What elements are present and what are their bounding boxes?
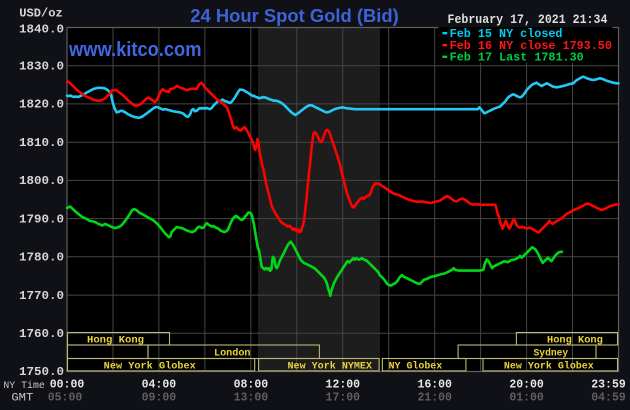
svg-text:Feb 15 NY closed: Feb 15 NY closed	[450, 28, 563, 41]
svg-text:1790.0: 1790.0	[19, 213, 64, 226]
svg-text:23:59: 23:59	[591, 378, 626, 391]
svg-text:London: London	[214, 347, 251, 359]
svg-text:New York Globex: New York Globex	[504, 360, 594, 372]
svg-text:1750.0: 1750.0	[19, 366, 64, 379]
svg-text:www.kitco.com: www.kitco.com	[68, 39, 201, 61]
svg-text:1830.0: 1830.0	[19, 60, 64, 73]
svg-text:17:00: 17:00	[326, 391, 361, 404]
svg-text:Feb 16 NY close 1793.50: Feb 16 NY close 1793.50	[450, 40, 612, 53]
svg-text:01:00: 01:00	[509, 391, 544, 404]
svg-text:04:00: 04:00	[142, 378, 177, 391]
svg-text:05:00: 05:00	[48, 391, 83, 404]
svg-text:NY Time: NY Time	[3, 380, 44, 392]
svg-text:04:59: 04:59	[591, 391, 626, 404]
svg-text:GMT: GMT	[11, 393, 33, 405]
svg-text:1810.0: 1810.0	[19, 137, 64, 150]
svg-text:20:00: 20:00	[509, 378, 544, 391]
svg-text:00:00: 00:00	[50, 378, 85, 391]
svg-text:1820.0: 1820.0	[19, 99, 64, 112]
svg-text:08:00: 08:00	[234, 378, 269, 391]
svg-text:New York NYMEX: New York NYMEX	[288, 360, 373, 372]
svg-text:21:00: 21:00	[417, 391, 452, 404]
svg-text:16:00: 16:00	[417, 378, 452, 391]
svg-text:09:00: 09:00	[142, 391, 177, 404]
svg-text:12:00: 12:00	[326, 378, 361, 391]
svg-text:New York Globex: New York Globex	[104, 360, 196, 372]
svg-text:USD/oz: USD/oz	[19, 8, 63, 21]
svg-text:Hong Kong: Hong Kong	[87, 335, 144, 346]
svg-text:NY Globex: NY Globex	[389, 360, 443, 372]
svg-text:1780.0: 1780.0	[19, 252, 64, 265]
svg-text:February 17, 2021 21:34: February 17, 2021 21:34	[448, 13, 608, 27]
svg-text:1760.0: 1760.0	[19, 328, 64, 341]
svg-text:1840.0: 1840.0	[19, 24, 64, 37]
svg-text:24 Hour Spot Gold (Bid): 24 Hour Spot Gold (Bid)	[190, 5, 398, 26]
svg-text:Hong Kong: Hong Kong	[547, 335, 603, 346]
svg-text:13:00: 13:00	[234, 391, 269, 404]
svg-text:1800.0: 1800.0	[19, 175, 64, 188]
svg-text:Sydney: Sydney	[534, 347, 569, 359]
svg-text:Feb 17 Last 1781.30: Feb 17 Last 1781.30	[450, 51, 584, 64]
svg-text:1770.0: 1770.0	[19, 290, 64, 303]
